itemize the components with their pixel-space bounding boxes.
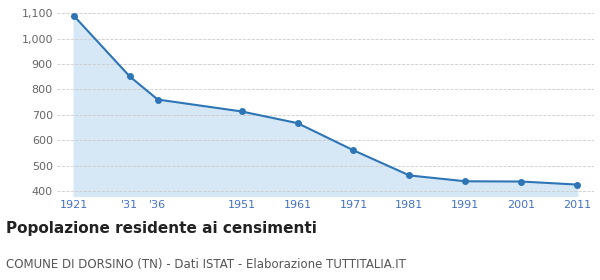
- Text: Popolazione residente ai censimenti: Popolazione residente ai censimenti: [6, 221, 317, 236]
- Text: COMUNE DI DORSINO (TN) - Dati ISTAT - Elaborazione TUTTITALIA.IT: COMUNE DI DORSINO (TN) - Dati ISTAT - El…: [6, 258, 406, 270]
